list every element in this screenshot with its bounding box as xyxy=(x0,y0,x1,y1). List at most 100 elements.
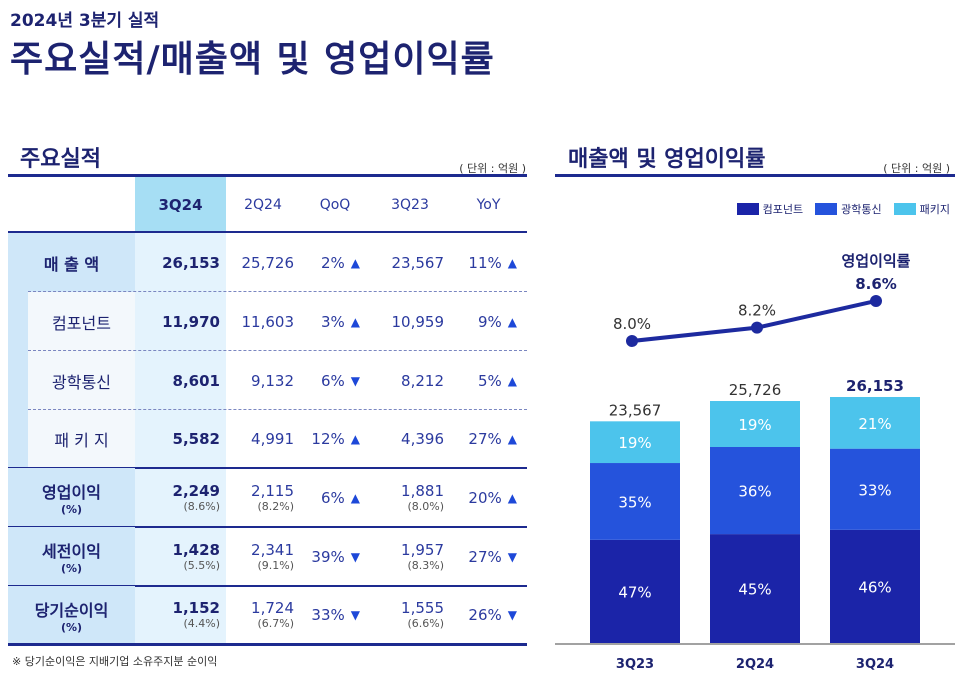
bar-total-label: 23,567 xyxy=(609,401,662,419)
table-cell: 1,428 (5.5%) xyxy=(172,540,220,572)
bar-total-label: 26,153 xyxy=(846,377,904,395)
row-divider xyxy=(8,467,527,469)
current-quarter-column-bg xyxy=(135,177,226,643)
table-cell: 1,881 (8.0%) xyxy=(401,481,444,513)
legend-swatch xyxy=(893,203,916,215)
bar-segment xyxy=(590,421,680,464)
table-cell: 8,212 xyxy=(401,371,444,390)
segment-label: 35% xyxy=(618,493,651,511)
chart-unit: ( 단위 : 억원 ) xyxy=(883,162,950,175)
bar-segment xyxy=(830,397,920,449)
page-subtitle: 2024년 3분기 실적 xyxy=(10,11,160,31)
row-divider-dashed xyxy=(28,409,527,410)
triangle-up-icon: ▲ xyxy=(507,432,517,446)
table-cell: 2,249 (8.6%) xyxy=(172,481,220,513)
table-cell: 1,152 (4.4%) xyxy=(172,599,220,630)
table-cell: 1,724 (6.7%) xyxy=(251,599,294,630)
bar-segment xyxy=(830,529,920,643)
margin-label: 8.6% xyxy=(855,275,897,293)
segment-label: 47% xyxy=(618,583,651,601)
table-bottom-rule xyxy=(8,643,527,646)
table-cell: 4,396 xyxy=(401,430,444,448)
page-title: 주요실적/매출액 및 영업이익률 xyxy=(10,39,495,80)
column-header: 3Q23 xyxy=(391,197,429,213)
triangle-up-icon: ▲ xyxy=(507,255,517,270)
column-header: 2Q24 xyxy=(244,197,282,213)
row-divider xyxy=(8,585,527,587)
footnote: ※ 당기순이익은 지배기업 소유주지분 순이익 xyxy=(12,655,218,668)
segment-label: 21% xyxy=(858,415,891,433)
line-series-label: 영업이익률 xyxy=(841,252,910,270)
table-cell: 23,567 xyxy=(391,253,445,272)
row-divider xyxy=(8,526,527,528)
triangle-up-icon: ▲ xyxy=(507,314,517,329)
table-cell: 10,959 xyxy=(391,312,445,331)
margin-point xyxy=(626,335,638,347)
table-cell: 9,132 xyxy=(251,371,294,390)
table-cell: 25,726 xyxy=(241,253,295,272)
bar-segment xyxy=(710,534,800,643)
row-label-bg xyxy=(8,233,135,292)
row-divider-dashed xyxy=(28,350,527,351)
legend-item: 패키지 xyxy=(893,201,950,217)
table-row-label: 세전이익 (%) xyxy=(42,542,101,575)
table-section-title: 주요실적 xyxy=(20,147,101,172)
segment-label: 19% xyxy=(738,416,771,434)
bar-segment xyxy=(710,401,800,447)
margin-label: 8.0% xyxy=(613,315,651,333)
legend-item: 컴포넌트 xyxy=(736,201,803,217)
x-tick-label: 3Q23 xyxy=(616,657,654,672)
chart-legend: 컴포넌트 광학통신 패키지 xyxy=(725,201,950,217)
column-header: QoQ xyxy=(319,197,351,213)
segment-label: 46% xyxy=(858,578,891,596)
segment-label: 36% xyxy=(738,483,771,501)
table-cell: 2,341 (9.1%) xyxy=(251,540,294,572)
segment-label: 19% xyxy=(618,434,651,452)
table-cell: 11,603 xyxy=(241,312,295,331)
table-row-label: 광학통신 xyxy=(52,372,111,392)
qoq-change: 39% ▼ xyxy=(311,547,360,566)
row-divider-dashed xyxy=(28,291,527,292)
row-label-bg xyxy=(8,468,135,527)
x-tick-label: 2Q24 xyxy=(736,657,774,672)
triangle-up-icon: ▲ xyxy=(350,490,360,505)
subrow-label-bg xyxy=(28,292,135,351)
triangle-up-icon: ▲ xyxy=(350,314,360,329)
table-cell: 5,582 xyxy=(172,430,220,448)
legend-item: 광학통신 xyxy=(815,201,882,217)
bar-segment xyxy=(590,539,680,643)
chart-title: 매출액 및 영업이익률 xyxy=(568,147,766,172)
triangle-up-icon: ▲ xyxy=(350,432,360,446)
triangle-up-icon: ▲ xyxy=(350,255,360,270)
header-rule xyxy=(8,231,527,233)
segment-label: 45% xyxy=(738,581,771,599)
yoy-change: 27% ▼ xyxy=(468,547,517,566)
legend-swatch xyxy=(815,203,838,215)
table-cell: 1,555 (6.6%) xyxy=(401,599,444,630)
row-label-bg xyxy=(8,586,135,644)
table-row-label: 당기순이익 (%) xyxy=(34,600,109,634)
margin-point xyxy=(751,321,763,334)
yoy-change: 27% ▲ xyxy=(468,430,517,448)
table-cell: 1,957 (8.3%) xyxy=(401,540,444,572)
x-tick-label: 3Q24 xyxy=(856,657,894,672)
qoq-change: 3% ▲ xyxy=(320,312,360,331)
table-row-label: 영업이익 (%) xyxy=(42,483,101,516)
triangle-up-icon: ▲ xyxy=(507,373,517,388)
yoy-change: 20% ▲ xyxy=(468,488,517,507)
yoy-change: 26% ▼ xyxy=(468,606,517,624)
chart-top-rule xyxy=(555,174,955,177)
subrow-label-bg xyxy=(28,410,135,468)
table-cell: 8,601 xyxy=(172,371,220,390)
triangle-down-icon: ▼ xyxy=(507,608,517,622)
table-row-label: 컴포넌트 xyxy=(52,313,111,333)
table-cell: 4,991 xyxy=(251,430,294,448)
triangle-down-icon: ▼ xyxy=(350,549,360,564)
current-quarter-header-bg xyxy=(135,177,226,232)
bar-segment xyxy=(830,448,920,530)
bar-total-label: 25,726 xyxy=(729,381,782,399)
qoq-change: 12% ▲ xyxy=(311,430,360,448)
column-header: 3Q24 xyxy=(158,196,203,214)
yoy-change: 9% ▲ xyxy=(477,312,517,331)
